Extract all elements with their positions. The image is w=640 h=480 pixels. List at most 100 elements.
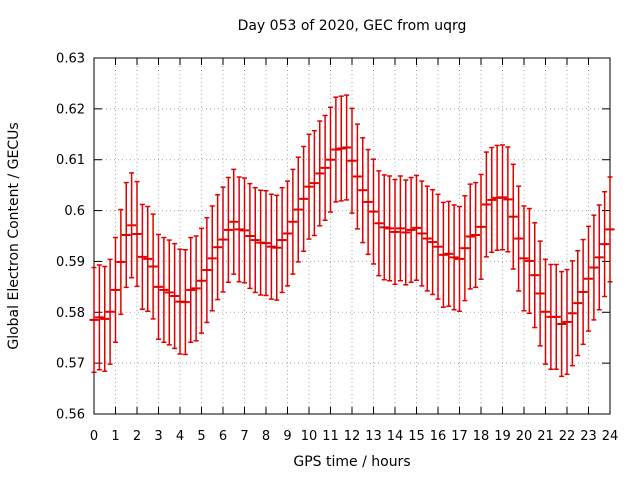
error-bar: [363, 148, 373, 256]
error-bar: [240, 177, 249, 284]
chart-title: Day 053 of 2020, GEC from uqrg: [238, 18, 467, 34]
y-tick-label: 0.58: [56, 306, 85, 321]
error-bar: [304, 133, 314, 240]
error-bar: [347, 107, 357, 214]
error-bar: [428, 188, 438, 296]
error-bar: [460, 195, 470, 302]
error-bar: [535, 240, 545, 347]
y-tick-label: 0.57: [56, 357, 85, 372]
error-bar: [137, 203, 147, 310]
error-bar: [508, 163, 518, 270]
error-bar: [175, 248, 185, 355]
error-bar: [524, 207, 534, 315]
error-bar: [283, 180, 292, 287]
y-tick-label: 0.63: [56, 52, 85, 67]
error-bar: [288, 168, 298, 275]
error-bar: [369, 158, 378, 265]
error-bar: [277, 186, 287, 294]
error-bar: [406, 176, 416, 284]
error-bar: [207, 205, 217, 312]
x-tick-label: 12: [344, 429, 361, 444]
x-tick-label: 19: [494, 429, 511, 444]
x-tick-label: 2: [133, 429, 141, 444]
y-tick-label: 0.6: [64, 204, 85, 219]
error-bar: [154, 233, 163, 340]
x-tick-label: 0: [90, 429, 98, 444]
x-tick-label: 8: [262, 429, 270, 444]
error-bar: [476, 173, 486, 280]
error-bar: [159, 236, 169, 344]
x-tick-label: 10: [301, 429, 318, 444]
error-bar: [449, 204, 459, 311]
y-axis-label: Global Electron Content / GECUs: [6, 122, 22, 349]
x-tick-label: 22: [559, 429, 576, 444]
error-bar: [530, 222, 540, 329]
x-tick-label: 13: [365, 429, 382, 444]
x-tick-label: 24: [602, 429, 619, 444]
error-bar: [487, 146, 497, 254]
error-bar-series: [89, 94, 615, 378]
error-bar: [573, 249, 583, 357]
error-bar: [541, 258, 550, 365]
error-bar: [170, 242, 180, 350]
y-tick-label: 0.61: [56, 153, 85, 168]
error-bar: [111, 236, 120, 344]
error-bar: [455, 205, 464, 313]
error-bar: [331, 96, 341, 203]
error-bar: [557, 270, 567, 378]
error-bar: [514, 185, 524, 292]
x-tick-label: 6: [219, 429, 227, 444]
error-bar: [218, 186, 228, 293]
error-bar: [385, 175, 395, 282]
x-tick-label: 17: [451, 429, 468, 444]
error-bar: [444, 200, 454, 307]
x-tick-label: 15: [408, 429, 425, 444]
error-bar: [180, 248, 190, 356]
error-bar: [390, 178, 400, 286]
error-bar: [417, 180, 427, 287]
error-bar: [438, 201, 448, 308]
error-bar: [272, 194, 282, 301]
error-bar: [116, 208, 126, 316]
error-bar: [143, 205, 153, 313]
error-bar: [105, 258, 115, 365]
error-bar: [127, 172, 137, 279]
x-tick-label: 16: [430, 429, 447, 444]
error-bar: [229, 168, 239, 275]
y-tick-label: 0.56: [56, 408, 85, 423]
x-tick-label: 20: [516, 429, 533, 444]
error-bar: [433, 193, 443, 300]
x-tick-label: 1: [111, 429, 119, 444]
error-bar: [519, 205, 529, 312]
error-bar: [594, 204, 604, 311]
error-bar: [266, 193, 276, 300]
error-bar: [395, 175, 405, 282]
error-bar: [584, 225, 593, 332]
error-bar: [605, 176, 615, 283]
x-tick-label: 7: [240, 429, 248, 444]
error-bar: [202, 216, 212, 324]
error-bar: [186, 236, 196, 344]
error-bar: [223, 176, 233, 284]
error-bar: [567, 260, 577, 367]
error-bar: [503, 146, 513, 253]
error-bar: [261, 189, 271, 297]
y-tick-label: 0.62: [56, 102, 85, 117]
error-bar: [213, 194, 223, 301]
x-tick-label: 23: [580, 429, 597, 444]
error-bar: [352, 123, 362, 230]
x-tick-label: 9: [283, 429, 291, 444]
error-bar: [245, 182, 255, 290]
error-bar: [481, 151, 491, 258]
error-bar: [148, 213, 158, 320]
error-bar: [293, 156, 303, 263]
x-tick-label: 3: [154, 429, 162, 444]
x-tick-label: 21: [537, 429, 554, 444]
error-bar: [250, 186, 260, 294]
error-bar: [422, 185, 432, 292]
error-bar: [498, 144, 507, 251]
error-bar: [562, 268, 572, 376]
error-bar: [89, 266, 99, 374]
error-bar: [164, 239, 174, 346]
